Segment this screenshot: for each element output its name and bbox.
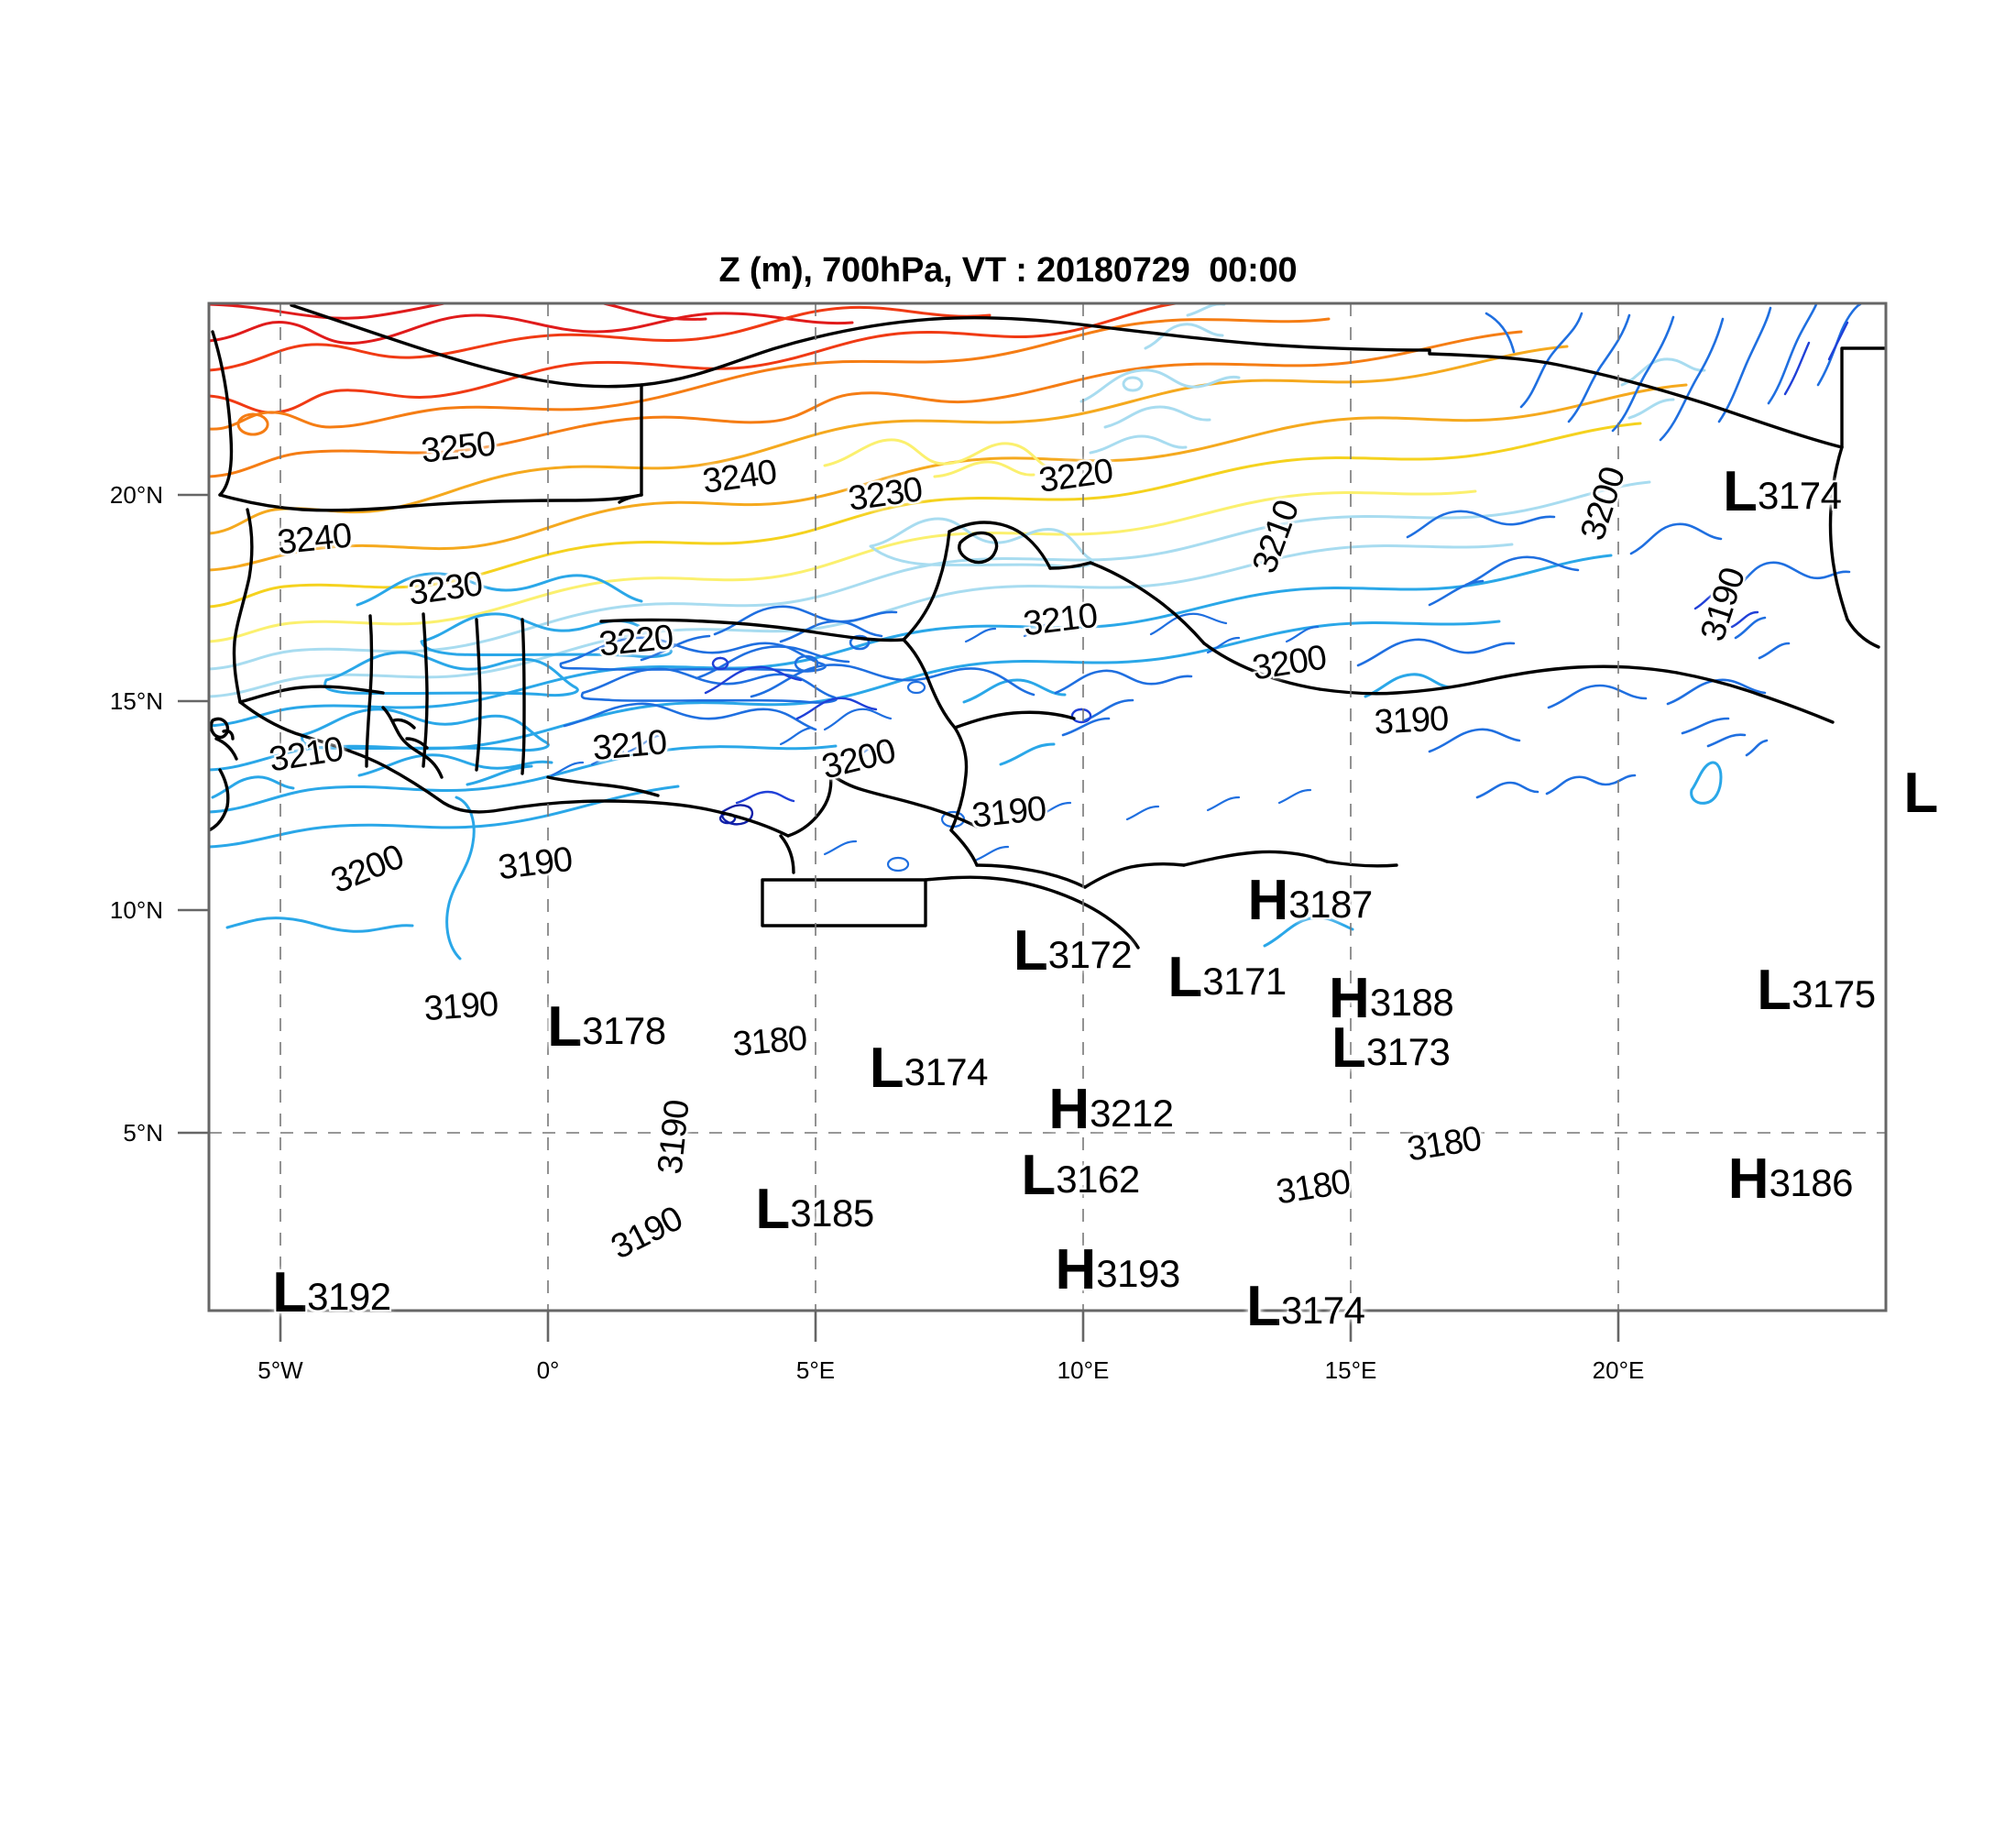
pressure-center-low: L3174 — [869, 1036, 989, 1100]
pressure-center-low: L3162 — [1021, 1143, 1140, 1207]
grid-lines — [209, 303, 1886, 1311]
pressure-center-low: L3185 — [755, 1177, 874, 1241]
high-center-icon: H — [1247, 868, 1289, 932]
pressure-center-value: 3175 — [1791, 972, 1876, 1016]
low-center-icon: L — [272, 1261, 308, 1325]
contour-label: 3210 — [591, 723, 669, 769]
low-center-icon: L — [755, 1177, 791, 1241]
pressure-center-value: 3162 — [1056, 1157, 1140, 1201]
xtick-label-0: 0° — [536, 1356, 560, 1384]
high-center-icon: H — [1727, 1147, 1769, 1211]
high-center-icon: H — [1048, 1078, 1090, 1142]
ytick-label-20N: 20°N — [109, 481, 163, 509]
ytick-label-10N: 10°N — [109, 896, 163, 924]
contour-label: 3180 — [731, 1019, 808, 1065]
pressure-center-low: L3178 — [547, 999, 666, 1056]
pressure-center-high: H3212 — [1048, 1078, 1174, 1142]
pressure-center-low: L3171 — [1167, 945, 1287, 1009]
coastlines-and-borders — [209, 303, 1886, 949]
contour-label: 3240 — [275, 515, 354, 563]
pressure-center-low: L — [1903, 764, 1938, 821]
pressure-center-value: 3172 — [1047, 933, 1133, 977]
page-title: Z (m), 700hPa, VT : 20180729 00:00 — [718, 251, 1298, 290]
pressure-center-high: H3193 — [1055, 1241, 1180, 1298]
pressure-center-high: H3186 — [1728, 1150, 1854, 1208]
low-center-icon: L — [1013, 919, 1048, 983]
pressure-center-value: 3212 — [1090, 1092, 1174, 1136]
pressure-center-value: 3188 — [1369, 980, 1454, 1024]
contour-label: 3220 — [597, 618, 675, 664]
pressure-center-low: L3174 — [1723, 463, 1842, 521]
xtick-label-5E: 5°E — [795, 1356, 836, 1384]
low-center-icon: L — [1246, 1274, 1282, 1338]
pressure-center-value: 3186 — [1769, 1160, 1854, 1204]
contour-label: 3190 — [1373, 699, 1450, 742]
pressure-center-value: 3193 — [1096, 1251, 1180, 1295]
xtick-label-5W: 5°W — [257, 1356, 303, 1384]
pressure-center-value: 3173 — [1365, 1030, 1451, 1074]
pressure-center-value: 3185 — [790, 1191, 874, 1235]
low-center-icon: L — [1723, 459, 1759, 523]
pressure-center-high: H3188 — [1329, 970, 1454, 1027]
high-center-icon: H — [1329, 966, 1370, 1030]
low-center-icon: L — [869, 1036, 904, 1100]
low-center-icon: L — [1903, 761, 1939, 825]
pressure-center-value: 3178 — [582, 1009, 666, 1053]
ytick-label-15N: 15°N — [109, 687, 163, 715]
contour-label: 3190 — [651, 1099, 697, 1177]
pressure-center-value: 3192 — [307, 1275, 391, 1319]
pressure-center-high: H3187 — [1247, 872, 1373, 929]
xtick-label-20E: 20°E — [1592, 1356, 1645, 1384]
pressure-center-value: 3174 — [1758, 473, 1842, 517]
low-center-icon: L — [1331, 1016, 1366, 1081]
low-center-icon: L — [1167, 945, 1203, 1009]
low-center-icon: L — [1757, 959, 1792, 1023]
low-center-icon: L — [1021, 1143, 1057, 1207]
low-center-icon: L — [547, 995, 583, 1059]
pressure-center-value: 3174 — [904, 1049, 989, 1093]
pressure-center-value: 3187 — [1288, 882, 1373, 926]
xtick-label-15E: 15°E — [1324, 1356, 1377, 1384]
plot-frame — [178, 302, 1888, 1342]
ytick-label-5N: 5°N — [123, 1119, 163, 1147]
xtick-label-10E: 10°E — [1057, 1356, 1110, 1384]
pressure-center-low: L3173 — [1331, 1020, 1451, 1077]
pressure-center-low: L3174 — [1246, 1278, 1365, 1334]
contour-label: 3250 — [419, 423, 498, 471]
pressure-center-value: 3171 — [1202, 959, 1287, 1003]
high-center-icon: H — [1055, 1237, 1097, 1301]
pressure-center-value: 3174 — [1281, 1288, 1365, 1332]
pressure-center-low: L3175 — [1757, 959, 1876, 1023]
contour-lines — [209, 303, 1862, 960]
contour-label: 3190 — [422, 984, 499, 1028]
contour-label: 3190 — [970, 789, 1048, 836]
pressure-center-low: L3172 — [1013, 923, 1133, 980]
pressure-center-low: L3192 — [272, 1265, 391, 1322]
